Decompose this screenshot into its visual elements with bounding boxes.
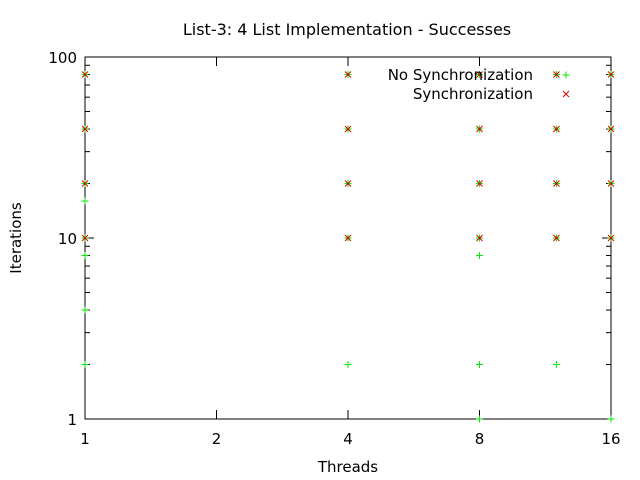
data-point-plus [81, 361, 89, 369]
data-point-cross [553, 71, 560, 78]
data-point-cross [476, 71, 483, 78]
data-point-cross [344, 234, 352, 242]
data-points [81, 71, 615, 423]
data-point-plus [476, 252, 483, 260]
data-point-plus [476, 415, 483, 423]
data-point-cross [81, 234, 89, 242]
y-tick-label: 10 [58, 230, 77, 248]
y-axis-label: Iterations [7, 202, 25, 274]
data-point-cross [607, 180, 615, 187]
data-point-cross [553, 234, 560, 242]
x-axis-label: Threads [317, 458, 378, 476]
x-tick-label: 2 [212, 430, 222, 448]
data-point-cross [344, 71, 352, 78]
data-point-cross [553, 125, 560, 133]
data-point-cross [607, 234, 615, 242]
data-point-cross [344, 125, 352, 133]
chart-title: List-3: 4 List Implementation - Successe… [183, 20, 511, 39]
legend-marker-cross [562, 90, 570, 98]
data-point-cross [81, 180, 89, 187]
data-point-plus [552, 361, 560, 369]
legend-label: No Synchronization [388, 66, 533, 84]
data-point-plus [476, 361, 483, 369]
y-tick-label: 100 [48, 49, 77, 67]
data-point-plus [344, 361, 352, 369]
x-tick-label: 16 [601, 430, 620, 448]
data-point-cross [476, 180, 483, 187]
data-point-cross [607, 125, 615, 133]
data-point-plus [81, 306, 89, 314]
data-point-plus [607, 415, 615, 423]
data-point-cross [81, 71, 89, 78]
legend-marker-plus [562, 71, 570, 79]
x-tick-label: 1 [80, 430, 90, 448]
data-point-cross [607, 71, 615, 78]
axis-ticks [84, 56, 612, 420]
data-point-cross [476, 234, 483, 242]
data-point-cross [81, 125, 89, 133]
x-tick-label: 4 [343, 430, 353, 448]
data-point-cross [344, 180, 352, 187]
y-tick-label: 1 [67, 411, 77, 429]
axis-tick-labels: 1 10 100 1 2 4 8 16 [48, 49, 620, 448]
x-tick-label: 8 [475, 430, 485, 448]
data-point-cross [553, 180, 560, 187]
legend-label: Synchronization [413, 85, 533, 103]
data-point-plus [81, 252, 89, 260]
data-point-cross [476, 125, 483, 133]
data-point-plus [81, 197, 89, 205]
